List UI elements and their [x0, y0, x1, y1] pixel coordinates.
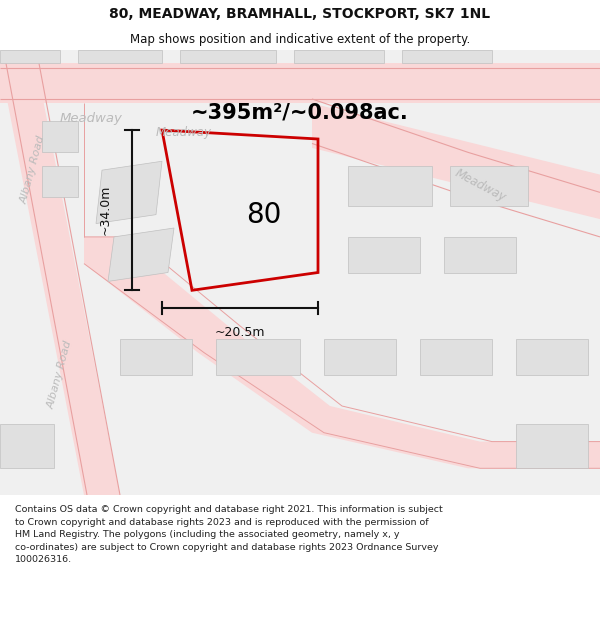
Polygon shape — [444, 237, 516, 272]
Text: Meadway: Meadway — [60, 112, 123, 126]
Polygon shape — [180, 50, 276, 63]
Text: ~20.5m: ~20.5m — [215, 326, 265, 339]
Text: Meadway: Meadway — [156, 126, 212, 139]
Text: ~34.0m: ~34.0m — [98, 185, 112, 236]
Polygon shape — [96, 161, 162, 224]
Polygon shape — [294, 50, 384, 63]
Polygon shape — [324, 339, 396, 375]
Polygon shape — [516, 424, 588, 468]
Text: 80, MEADWAY, BRAMHALL, STOCKPORT, SK7 1NL: 80, MEADWAY, BRAMHALL, STOCKPORT, SK7 1N… — [109, 7, 491, 21]
Polygon shape — [312, 103, 600, 219]
Polygon shape — [402, 50, 492, 63]
Polygon shape — [42, 121, 78, 152]
Text: Map shows position and indicative extent of the property.: Map shows position and indicative extent… — [130, 32, 470, 46]
Polygon shape — [216, 339, 300, 375]
Polygon shape — [42, 166, 78, 197]
Polygon shape — [0, 63, 600, 103]
Text: Contains OS data © Crown copyright and database right 2021. This information is : Contains OS data © Crown copyright and d… — [15, 506, 443, 564]
Text: Meadway: Meadway — [452, 167, 508, 204]
Polygon shape — [0, 424, 54, 468]
Polygon shape — [0, 63, 120, 495]
Polygon shape — [0, 50, 60, 63]
Polygon shape — [348, 166, 432, 206]
Polygon shape — [348, 237, 420, 272]
Text: ~395m²/~0.098ac.: ~395m²/~0.098ac. — [191, 102, 409, 122]
Polygon shape — [516, 339, 588, 375]
Polygon shape — [120, 339, 192, 375]
Polygon shape — [84, 237, 600, 468]
Polygon shape — [78, 50, 162, 63]
Polygon shape — [450, 166, 528, 206]
Text: 80: 80 — [247, 201, 281, 229]
Text: Albany Road: Albany Road — [19, 135, 47, 206]
Polygon shape — [420, 339, 492, 375]
Text: Albany Road: Albany Road — [46, 339, 74, 410]
Polygon shape — [108, 228, 174, 281]
